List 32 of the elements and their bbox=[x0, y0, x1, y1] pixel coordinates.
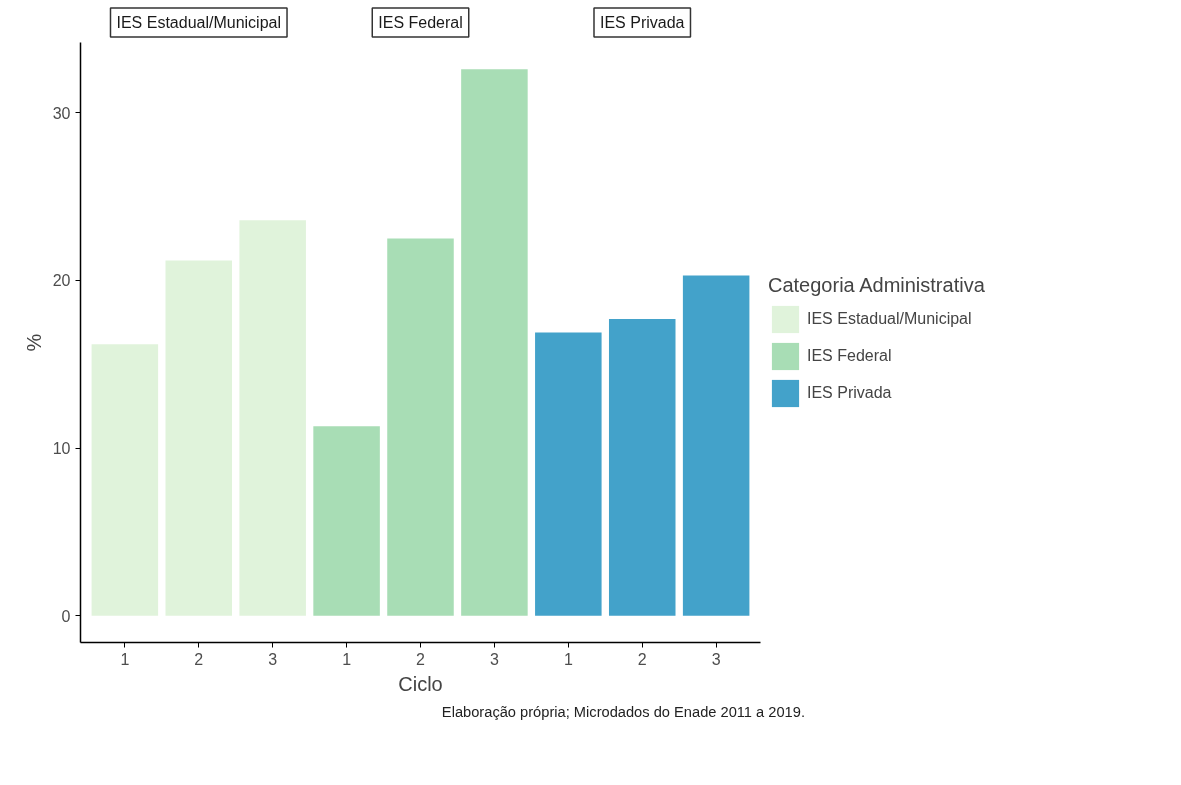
bar bbox=[91, 344, 159, 616]
text: IES Estadual/Municipal bbox=[116, 14, 282, 31]
text: IES Federal bbox=[378, 14, 463, 31]
bar bbox=[313, 426, 380, 616]
bar bbox=[239, 220, 306, 616]
bar bbox=[608, 319, 676, 616]
x-tick-label: 1 bbox=[563, 650, 573, 668]
legend-label: IES Privada bbox=[807, 384, 892, 402]
x-tick-label: 2 bbox=[416, 650, 426, 668]
legend-title: Categoria Administrativa bbox=[768, 274, 985, 297]
bar bbox=[682, 275, 750, 616]
bar bbox=[165, 260, 233, 616]
y-tick-label: 30 bbox=[52, 104, 71, 122]
y-axis-title: % bbox=[22, 333, 45, 352]
x-tick-label: 3 bbox=[489, 650, 499, 668]
x-tick-label: 3 bbox=[711, 650, 721, 668]
bar bbox=[461, 69, 528, 616]
y-tick-label: 20 bbox=[52, 272, 71, 290]
legend-label: IES Estadual/Municipal bbox=[807, 310, 972, 328]
x-tick-label: 1 bbox=[342, 650, 352, 668]
x-tick-label: 2 bbox=[194, 650, 204, 668]
legend-label: IES Federal bbox=[807, 347, 892, 365]
text: Elaboração própria; Microdados do Enade 2011 a 2019. bbox=[441, 703, 805, 722]
text: IES Privada bbox=[600, 14, 685, 31]
y-tick-label: 10 bbox=[52, 440, 71, 458]
x-tick-label: 2 bbox=[637, 650, 647, 668]
x-tick-label: 1 bbox=[120, 650, 130, 668]
bar bbox=[387, 238, 454, 616]
bar bbox=[535, 332, 602, 616]
x-axis-title: Ciclo bbox=[398, 672, 443, 695]
y-tick-label: 0 bbox=[61, 607, 71, 625]
x-tick-label: 3 bbox=[268, 650, 278, 668]
